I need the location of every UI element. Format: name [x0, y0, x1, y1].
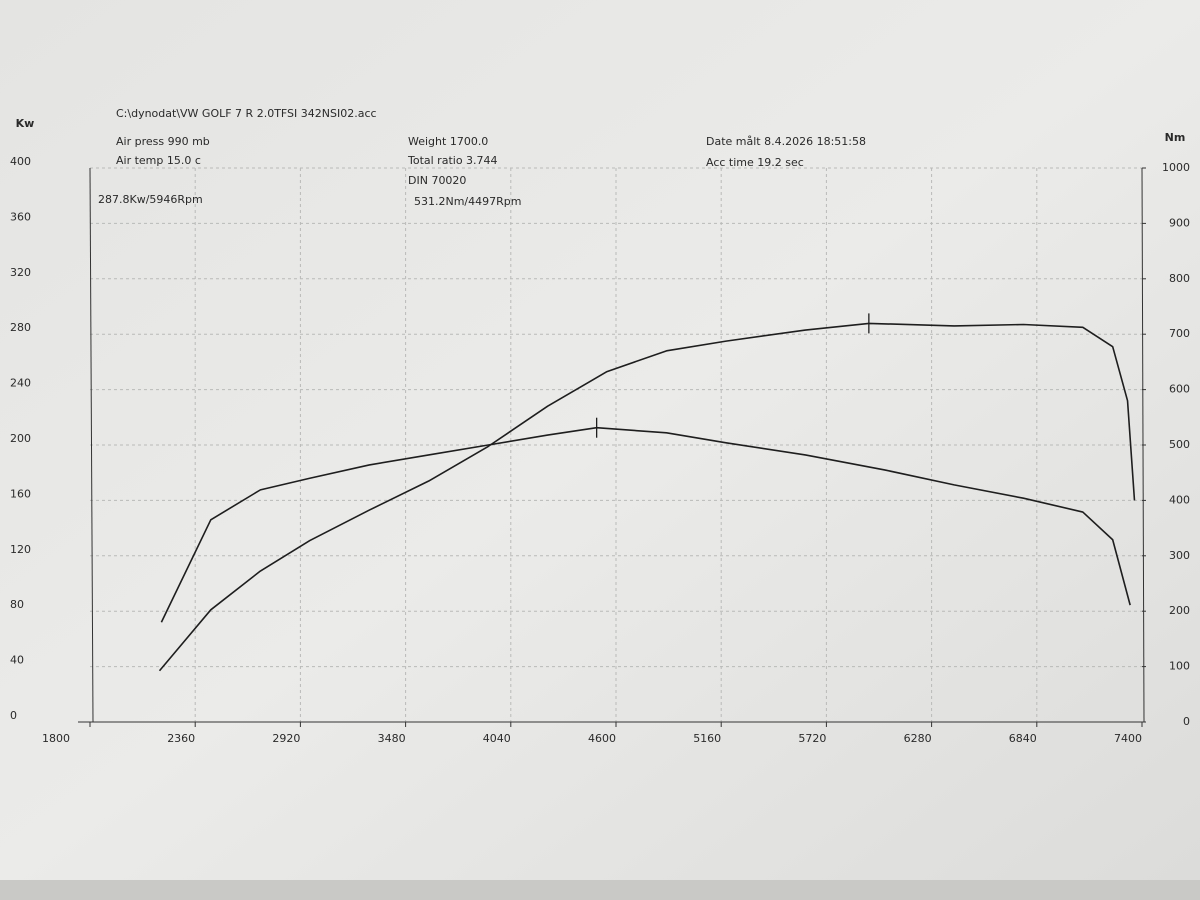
y-tick-label: 80 [10, 598, 24, 611]
x-tick-label: 4040 [483, 732, 511, 745]
x-tick-label: 7400 [1114, 732, 1142, 745]
y-tick-label: 320 [10, 266, 31, 279]
x-tick-label: 4600 [588, 732, 616, 745]
y2-tick-label: 100 [1169, 660, 1190, 673]
y-tick-label: 360 [10, 210, 31, 223]
annotation: Air temp 15.0 c [116, 154, 201, 167]
y-tick-label: 120 [10, 543, 31, 556]
annotation: 287.8Kw/5946Rpm [98, 193, 203, 206]
x-tick-label: 2360 [167, 732, 195, 745]
y-tick-label: 0 [10, 709, 17, 722]
y-axis [89, 167, 94, 723]
x-tick-label: 5160 [693, 732, 721, 745]
y-tick-label: 400 [10, 155, 31, 168]
chart-title: C:\dynodat\VW GOLF 7 R 2.0TFSI 342NSI02.… [116, 107, 377, 120]
annotation: 531.2Nm/4497Rpm [414, 195, 521, 208]
annotation: DIN 70020 [408, 174, 466, 187]
annotation: Total ratio 3.744 [407, 154, 498, 167]
line [160, 426, 1131, 623]
y2-tick-label: 800 [1169, 272, 1190, 285]
annotation: Weight 1700.0 [408, 135, 488, 148]
y2-axis-label: Nm [1165, 131, 1186, 144]
x-tick-label: 6840 [1009, 732, 1037, 745]
paper [0, 0, 1200, 880]
y-tick-label: 280 [10, 321, 31, 334]
annotation: Date målt 8.4.2026 18:51:58 [706, 135, 866, 148]
y2-tick-label: 300 [1169, 549, 1190, 562]
y2-axis [1141, 167, 1145, 723]
y2-tick-label: 900 [1169, 216, 1190, 229]
y2-tick-label: 400 [1169, 493, 1190, 506]
x-tick-label: 3480 [378, 732, 406, 745]
y2-tick-label: 700 [1169, 327, 1190, 340]
x-tick-label: 1800 [42, 732, 70, 745]
line [158, 322, 1136, 672]
y2-tick-label: 0 [1183, 715, 1190, 728]
annotation: Air press 990 mb [116, 135, 210, 148]
y-tick-label: 160 [10, 487, 31, 500]
y2-tick-label: 200 [1169, 604, 1190, 617]
x-tick-label: 6280 [904, 732, 932, 745]
y-tick-label: 40 [10, 654, 24, 667]
annotation: Acc time 19.2 sec [706, 156, 804, 169]
y2-tick-label: 600 [1169, 383, 1190, 396]
y-tick-label: 200 [10, 432, 31, 445]
y2-tick-label: 500 [1169, 438, 1190, 451]
y2-tick-label: 1000 [1162, 161, 1190, 174]
y-tick-label: 240 [10, 377, 31, 390]
x-tick-label: 5720 [798, 732, 826, 745]
x-tick-label: 2920 [272, 732, 300, 745]
y-axis-label: Kw [16, 117, 35, 130]
